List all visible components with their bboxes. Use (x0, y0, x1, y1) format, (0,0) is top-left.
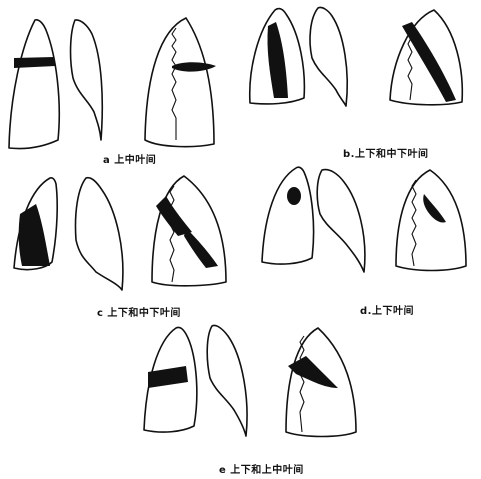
figure-c-frontal-view (13, 176, 124, 291)
figure-b-caption: b.上下和中下叶间 (343, 149, 429, 160)
figure-b-lateral-lung (389, 9, 464, 106)
figure-e (143, 324, 357, 438)
figure-c-fissure (169, 185, 175, 283)
figure-b-frontal-view (248, 6, 349, 107)
figure-b-effusion-band (267, 22, 288, 98)
figure-b (248, 6, 464, 107)
figure-d-round-effusion (287, 187, 301, 205)
figure-d (261, 166, 467, 273)
figure-c-caption: c 上下和中下叶间 (97, 308, 181, 319)
figure-b-lateral-view (389, 9, 464, 106)
figure-a-right-lung (8, 19, 61, 150)
figure-e-effusion-wedge (288, 356, 338, 388)
figure-a-effusion-band (14, 57, 55, 68)
figure-e-frontal-view (143, 324, 248, 437)
figure-b-left-lung (309, 6, 349, 107)
figure-d-lateral-view (395, 169, 467, 272)
figure-e-left-lung (206, 324, 248, 437)
figure-b-effusion-band (402, 22, 456, 102)
figure-a-effusion-lens (172, 62, 216, 72)
figure-e-lateral-lung (285, 327, 357, 438)
figure-e-caption: e 上下和上中叶间 (219, 465, 304, 476)
figure-e-effusion-band (148, 366, 188, 388)
figure-c-effusion-upper (156, 196, 192, 236)
figure-d-caption: d.上下叶间 (360, 306, 414, 317)
figure-c (13, 175, 227, 291)
figure-a-frontal-view (8, 19, 104, 150)
figure-a-lateral-lung (144, 17, 215, 148)
figure-a-fissure (171, 27, 177, 140)
figure-d-fissure (411, 179, 417, 267)
figure-d-right-lung (261, 166, 315, 265)
figure-c-left-lung (74, 176, 124, 291)
figure-d-frontal-view (261, 166, 366, 273)
figure-d-lateral-lung (395, 169, 467, 272)
figure-a-left-lung (69, 19, 104, 141)
figure-d-left-lung (316, 168, 366, 273)
figure-e-fissure (299, 335, 305, 433)
figure-c-effusion-patch (18, 204, 50, 266)
figure-e-lateral-view (285, 327, 357, 438)
figure-c-lateral-view (151, 175, 227, 287)
figure-c-effusion-lower (184, 228, 218, 268)
figure-a-caption: a 上中叶间 (103, 155, 157, 166)
figure-a (8, 17, 216, 150)
figure-d-effusion-lens (423, 194, 446, 223)
figure-b-right-lung (248, 7, 306, 105)
figure-a-lateral-view (144, 17, 216, 148)
